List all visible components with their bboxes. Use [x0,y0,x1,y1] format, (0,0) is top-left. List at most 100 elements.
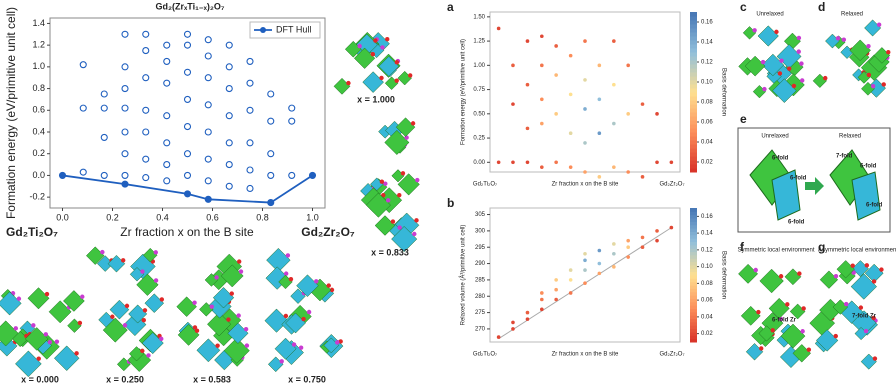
site-label: 6-fold [860,164,877,170]
y-tick-label: 305 [475,212,486,218]
point [204,155,212,163]
colorbar-tick-label: 0.04 [701,140,713,146]
panel-title: Unrelaxed [756,12,783,18]
x-axis-label: Zr fraction x on the B site [552,182,619,188]
point [121,30,129,38]
colorbar-cell [690,48,697,53]
colorbar-cell [690,208,697,212]
atom [778,274,784,279]
atom [80,294,85,299]
point [204,74,212,82]
structure-image [812,19,891,98]
end-label: Gd₂Ti₂O₇ [473,182,497,188]
point [225,112,233,120]
atom [864,263,870,268]
point [142,74,150,82]
atom [153,278,159,283]
panel-title: Symmetric local environment [737,248,814,254]
point [142,47,150,55]
colorbar-cell [690,72,697,77]
point [183,68,192,76]
point [583,107,587,111]
colorbar-cell [690,244,697,249]
colorbar-cell [690,228,697,232]
colorbar-cell [690,128,697,133]
atom [408,73,413,78]
polyhedron [333,77,351,95]
point [163,112,171,120]
point [511,102,515,106]
point [121,128,129,136]
atom [800,329,805,334]
site-label: 7-fold [836,154,853,160]
point [554,112,558,116]
y-tick-label: 295 [475,245,486,251]
y-tick-label: 1.0 [32,61,45,71]
point [540,97,544,102]
point [640,235,645,240]
legend-marker [260,27,266,33]
atom [159,336,164,342]
colorbar-cell [690,224,697,229]
point [496,26,501,31]
polyhedron [107,254,126,273]
atom [124,303,130,309]
colorbar-cell [690,271,697,276]
point [142,174,150,182]
colorbar-cell [690,248,697,253]
atom [335,340,340,345]
point [540,34,544,39]
point [121,150,129,158]
colorbar-cell [690,152,697,157]
point [204,128,212,136]
atom [779,58,784,63]
atom [288,276,294,282]
colorbar-cell [690,288,697,293]
colorbar-cell [690,28,697,33]
point [540,307,544,312]
atom [774,29,779,35]
point [183,150,192,158]
atom [835,36,841,41]
atom [140,348,145,354]
point [568,278,573,282]
atom [833,333,838,339]
site-label: 6-fold [788,220,805,226]
point [626,245,630,250]
atom [192,300,197,305]
y-tick-label: 1.4 [32,18,45,28]
point [525,126,530,131]
atom [54,339,60,344]
chart-title: Gd₂(ZrₓTi₁₋ₓ)₂O₇ [156,1,225,11]
point [121,171,129,179]
colorbar-cell [690,315,697,320]
colorbar-cell [690,52,697,57]
point [246,184,254,193]
point [267,117,275,125]
point [540,63,544,68]
polyhedron [144,293,165,313]
point [554,73,558,77]
point [568,92,573,97]
structure-caption: x = 0.000 [21,374,59,384]
structure-caption: x = 0.750 [288,374,326,384]
colorbar-cell [690,136,697,141]
panel-title: Unrelaxed [761,134,788,140]
atom [44,291,50,297]
structure-caption: x = 0.583 [193,374,231,384]
colorbar-cell [690,36,697,41]
point [554,278,558,282]
point [246,139,254,147]
atom [380,45,385,50]
atom [140,269,145,274]
colorbar-label: Basis deformation [720,251,726,299]
point [568,165,573,169]
colorbar-cell [690,264,697,269]
point [655,238,659,243]
atom [866,43,871,49]
point [163,57,171,65]
colorbar-cell [690,251,697,256]
atom [756,309,761,315]
point [225,63,233,71]
x-axis-label: Zr fraction x on the B site [120,225,254,239]
